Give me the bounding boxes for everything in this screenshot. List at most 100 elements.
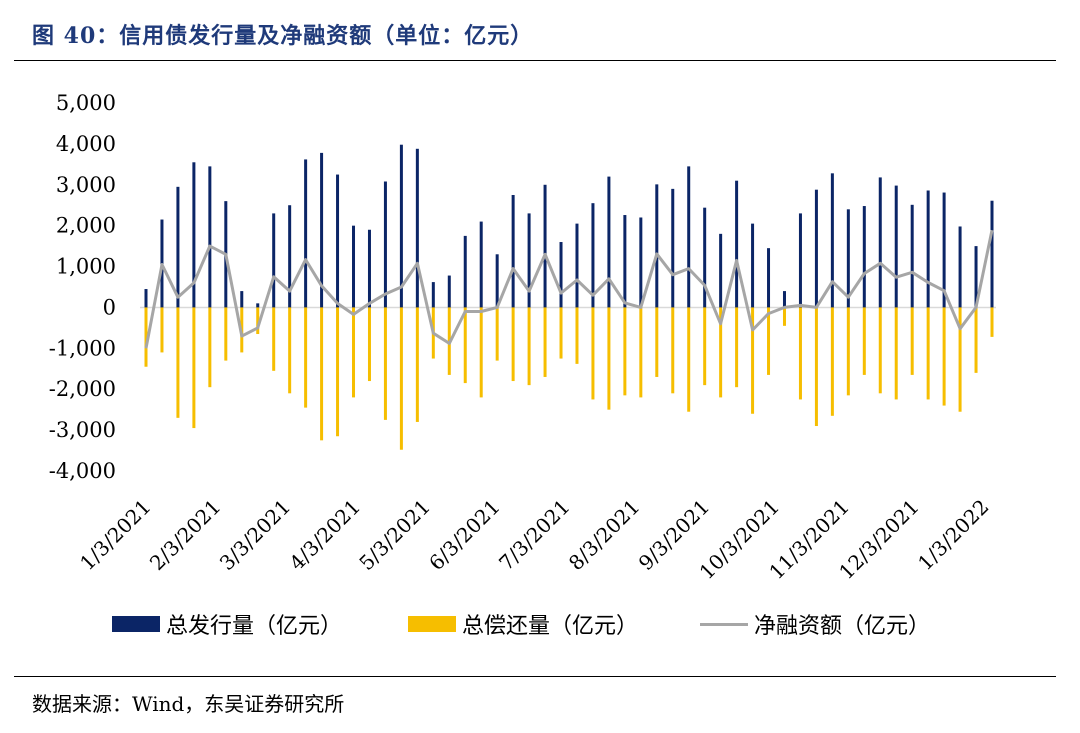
issue-bar bbox=[240, 291, 244, 308]
repay-bar bbox=[160, 307, 164, 353]
issue-bar bbox=[878, 177, 882, 308]
repay-bar bbox=[878, 307, 882, 394]
legend-label-issue: 总发行量（亿元） bbox=[166, 614, 343, 639]
issue-bar bbox=[575, 223, 579, 308]
issue-bar bbox=[559, 242, 563, 308]
repay-bar bbox=[192, 307, 196, 429]
issue-bar bbox=[687, 166, 691, 308]
issue-bar bbox=[990, 200, 994, 308]
y-tick-label: -3,000 bbox=[49, 418, 116, 442]
repay-bar bbox=[910, 307, 914, 375]
issue-bar bbox=[447, 275, 451, 308]
repay-bar bbox=[639, 307, 643, 398]
issue-bar bbox=[463, 235, 467, 308]
repay-bar bbox=[862, 307, 866, 375]
issue-bar bbox=[814, 189, 818, 308]
issue-bar bbox=[288, 205, 292, 308]
issue-bar bbox=[176, 186, 180, 308]
repay-bar bbox=[735, 307, 739, 388]
legend-swatch-repay bbox=[408, 616, 456, 632]
repay-bar bbox=[671, 307, 675, 394]
x-tick-label: 2/3/2021 bbox=[145, 495, 225, 575]
repay-bar bbox=[272, 307, 276, 371]
issue-bar bbox=[910, 204, 914, 308]
repay-bar bbox=[176, 307, 180, 418]
repay-bar bbox=[575, 307, 579, 364]
repay-bar bbox=[591, 307, 595, 400]
issue-bar bbox=[256, 303, 260, 308]
repay-bar bbox=[559, 307, 563, 359]
repay-bar bbox=[224, 307, 228, 361]
repay-bar bbox=[926, 307, 930, 400]
legend-item-issue: 总发行量（亿元） bbox=[112, 604, 342, 644]
y-tick-label: 3,000 bbox=[56, 173, 116, 197]
repay-bar bbox=[703, 307, 707, 386]
issue-bar bbox=[495, 254, 499, 308]
repay-bar bbox=[495, 307, 499, 361]
repay-bar bbox=[511, 307, 515, 382]
repay-bar bbox=[782, 307, 786, 326]
issue-bar bbox=[751, 223, 755, 308]
repay-bar bbox=[719, 307, 723, 398]
repay-bar bbox=[846, 307, 850, 396]
issue-bar bbox=[144, 289, 148, 308]
y-tick-label: -2,000 bbox=[49, 377, 116, 401]
issue-bar bbox=[623, 215, 627, 308]
repay-bar bbox=[352, 307, 356, 398]
repay-bar bbox=[942, 307, 946, 406]
repay-bar bbox=[990, 307, 994, 337]
repay-bar bbox=[687, 307, 691, 412]
net-financing-line bbox=[144, 229, 994, 349]
repay-bar bbox=[367, 307, 371, 382]
issue-bar bbox=[735, 180, 739, 308]
repay-bar bbox=[383, 307, 387, 420]
repay-bar bbox=[543, 307, 547, 377]
issue-bar bbox=[415, 148, 419, 308]
legend-swatch-net bbox=[700, 622, 748, 626]
repay-bar bbox=[479, 307, 483, 398]
bottom-rule bbox=[14, 676, 1056, 677]
issue-bar bbox=[399, 144, 403, 308]
issue-bar bbox=[782, 291, 786, 308]
issue-bar bbox=[479, 221, 483, 308]
legend-item-repay: 总偿还量（亿元） bbox=[408, 604, 638, 644]
source-note: 数据来源：Wind，东吴证券研究所 bbox=[32, 692, 345, 716]
issue-bar bbox=[703, 207, 707, 308]
issue-bar bbox=[352, 225, 356, 308]
repay-bar bbox=[655, 307, 659, 377]
issue-bar bbox=[304, 159, 308, 308]
repay-bar bbox=[607, 307, 611, 410]
issue-bar bbox=[320, 152, 324, 308]
issue-bar bbox=[591, 203, 595, 308]
y-tick-label: 4,000 bbox=[56, 132, 116, 156]
issue-bar bbox=[208, 166, 212, 308]
issue-bar bbox=[846, 209, 850, 308]
issue-bar bbox=[607, 176, 611, 308]
issue-bar bbox=[192, 162, 196, 308]
repay-bar bbox=[144, 307, 148, 367]
issue-bar bbox=[767, 248, 771, 308]
x-tick-label: 1/3/2021 bbox=[75, 495, 155, 575]
y-tick-label: 0 bbox=[103, 295, 116, 319]
issue-bar bbox=[671, 188, 675, 308]
repay-bar bbox=[399, 307, 403, 450]
issue-bar bbox=[830, 173, 834, 308]
repay-bar bbox=[527, 307, 531, 386]
issue-bar bbox=[367, 229, 371, 308]
repay-bar bbox=[798, 307, 802, 400]
issue-bar bbox=[655, 184, 659, 308]
issue-bar bbox=[942, 192, 946, 308]
repay-bar bbox=[894, 307, 898, 400]
issue-bar bbox=[798, 213, 802, 308]
repay-bar bbox=[288, 307, 292, 394]
repay-bar bbox=[256, 307, 260, 335]
repay-bar bbox=[958, 307, 962, 412]
repay-bar bbox=[336, 307, 340, 437]
legend-item-net: 净融资额（亿元） bbox=[700, 604, 930, 644]
x-tick-label: 6/3/2021 bbox=[424, 495, 504, 575]
repay-bar bbox=[814, 307, 818, 427]
chart-legend: 总发行量（亿元） 总偿还量（亿元） 净融资额（亿元） bbox=[0, 604, 1080, 644]
y-tick-label: -4,000 bbox=[49, 459, 116, 483]
x-tick-label: 8/3/2021 bbox=[564, 495, 644, 575]
repay-bar bbox=[974, 307, 978, 373]
